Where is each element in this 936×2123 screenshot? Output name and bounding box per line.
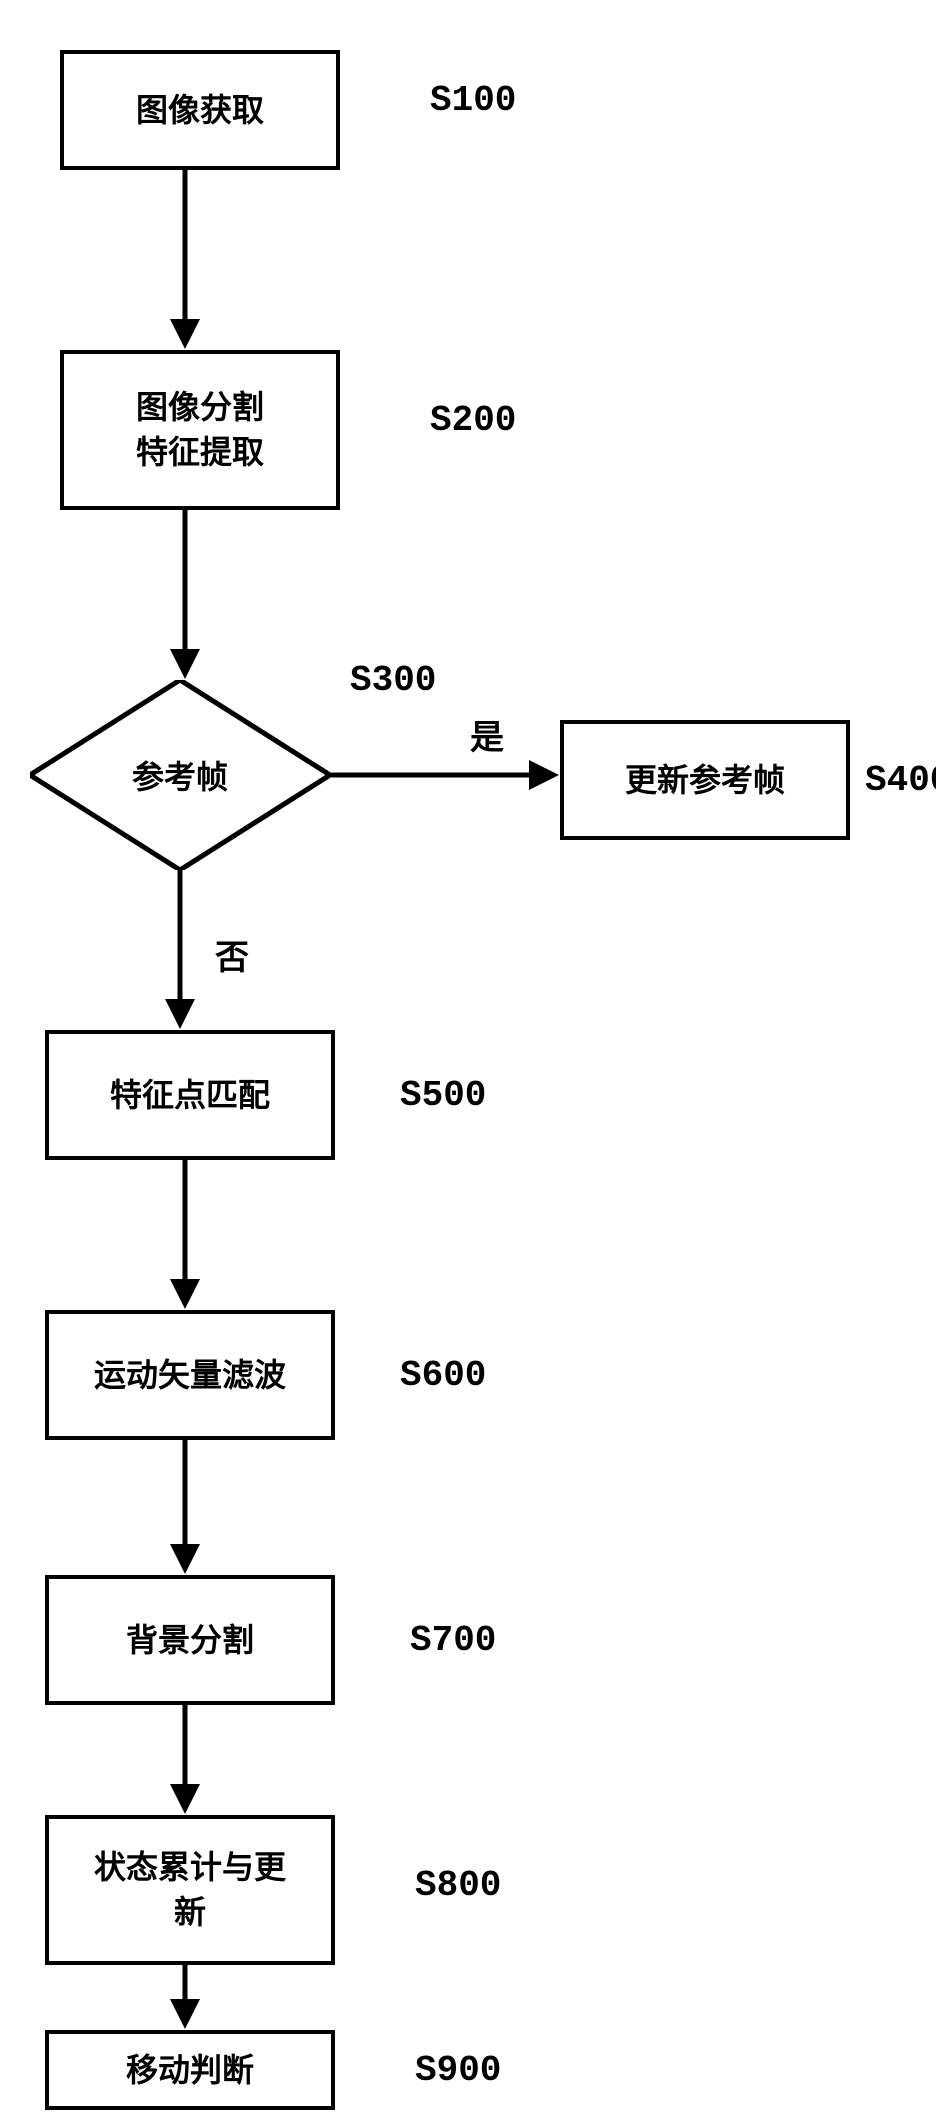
node-s800-text: 状态累计与更新 — [94, 1845, 286, 1935]
node-s300-text: 参考帧 — [132, 752, 228, 798]
flowchart-container: 图像获取 图像分割特征提取 参考帧 更新参考帧 特征点匹配 运动矢量滤波 背景分… — [0, 0, 936, 2123]
label-s400: S400 — [865, 760, 936, 801]
node-s500-text: 特征点匹配 — [110, 1073, 270, 1118]
node-s800: 状态累计与更新 — [45, 1815, 335, 1965]
edge-label-no: 否 — [215, 930, 249, 979]
label-s300: S300 — [350, 660, 436, 701]
node-s600: 运动矢量滤波 — [45, 1310, 335, 1440]
node-s200: 图像分割特征提取 — [60, 350, 340, 510]
label-s500: S500 — [400, 1075, 486, 1116]
node-s300: 参考帧 — [30, 680, 330, 870]
node-s100: 图像获取 — [60, 50, 340, 170]
node-s600-text: 运动矢量滤波 — [94, 1353, 286, 1398]
label-s700: S700 — [410, 1620, 496, 1661]
label-s800: S800 — [415, 1865, 501, 1906]
node-s700: 背景分割 — [45, 1575, 335, 1705]
edge-label-yes: 是 — [470, 710, 504, 759]
label-s200: S200 — [430, 400, 516, 441]
node-s400-text: 更新参考帧 — [625, 758, 785, 803]
node-s500: 特征点匹配 — [45, 1030, 335, 1160]
node-s100-text: 图像获取 — [136, 88, 264, 133]
label-s100: S100 — [430, 80, 516, 121]
node-s700-text: 背景分割 — [126, 1618, 254, 1663]
node-s900-text: 移动判断 — [126, 2048, 254, 2093]
node-s400: 更新参考帧 — [560, 720, 850, 840]
node-s900: 移动判断 — [45, 2030, 335, 2110]
label-s600: S600 — [400, 1355, 486, 1396]
node-s200-text: 图像分割特征提取 — [136, 385, 264, 475]
label-s900: S900 — [415, 2050, 501, 2091]
